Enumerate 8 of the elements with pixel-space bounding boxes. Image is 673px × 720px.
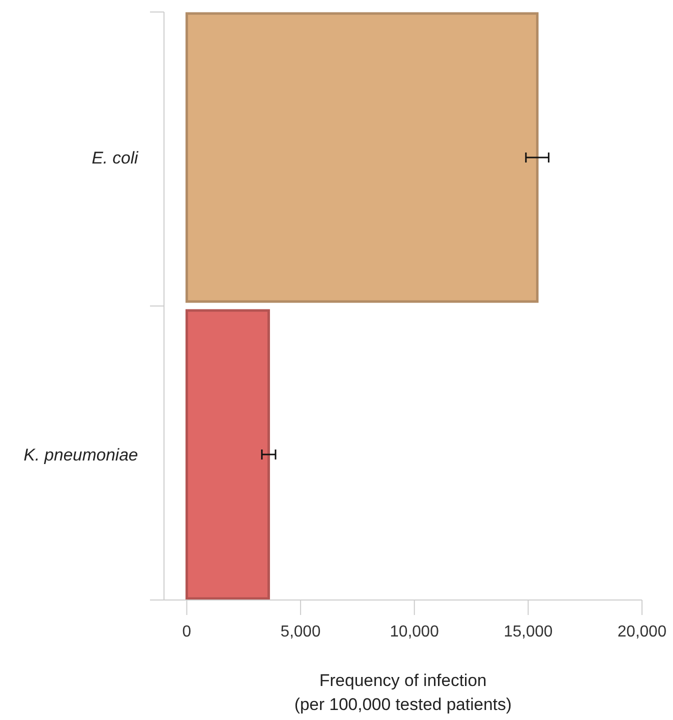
y-tick-label: E. coli xyxy=(92,148,140,168)
y-tick-label: K. pneumoniae xyxy=(24,445,138,464)
x-tick-label: 10,000 xyxy=(390,623,439,640)
x-tick-label: 15,000 xyxy=(504,623,553,640)
x-axis-title: Frequency of infection (per 100,000 tested patients) xyxy=(294,671,512,714)
x-tick-label: 20,000 xyxy=(618,623,667,640)
x-tick-label: 5,000 xyxy=(280,623,321,640)
x-tick-label: 0 xyxy=(182,623,192,640)
